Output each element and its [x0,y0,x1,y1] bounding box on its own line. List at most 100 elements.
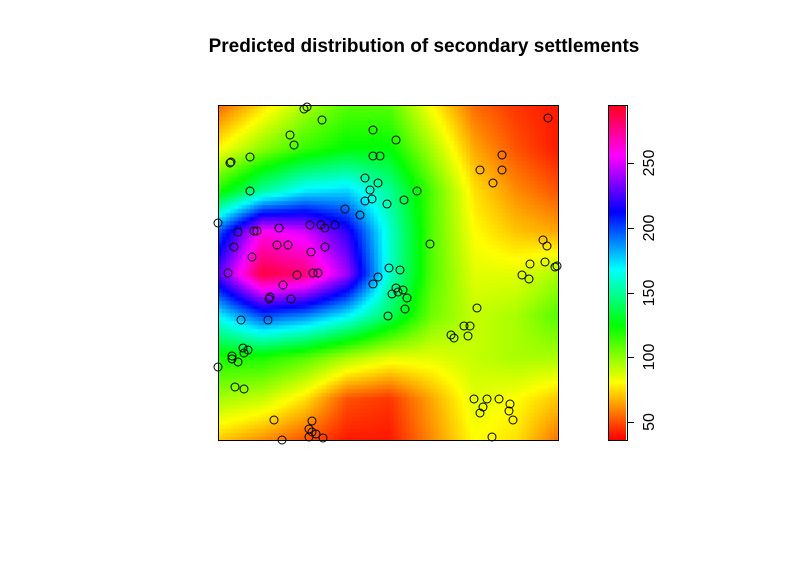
settlement-point [239,348,249,358]
settlement-point [239,384,249,394]
heatmap-plot-area [218,105,558,440]
colorbar-tick [627,421,634,423]
settlement-point [465,321,475,331]
settlement-point [360,173,370,183]
settlement-point [375,151,385,161]
settlement-point [245,186,255,196]
settlement-point [412,186,422,196]
settlement-point [368,125,378,135]
settlement-point [400,304,410,314]
settlement-point [395,265,405,275]
colorbar-tick-label: 250 [641,149,658,177]
settlement-point [472,303,482,313]
settlement-point [227,354,237,364]
settlement-point [482,394,492,404]
settlement-point [238,343,248,353]
settlement-point [308,268,318,278]
settlement-point [399,195,409,205]
colorbar-tick [627,292,634,294]
settlement-point [552,261,562,271]
settlement-point [302,102,312,112]
settlement-point [402,293,412,303]
settlement-point [449,333,459,343]
settlement-point [488,178,498,188]
settlement-point [213,218,223,228]
settlement-point [475,165,485,175]
settlement-point [230,382,240,392]
settlement-point [320,223,330,233]
settlement-point [373,178,383,188]
settlement-point [283,240,293,250]
settlement-point [236,315,246,325]
settlement-point [497,165,507,175]
settlement-point [497,150,507,160]
settlement-point [540,257,550,267]
settlement-point [245,152,255,162]
settlement-point [538,235,548,245]
settlement-point [318,433,328,443]
settlement-point [517,270,527,280]
settlement-point [286,294,296,304]
settlement-point [383,311,393,321]
settlement-point [550,262,560,272]
settlement-point [229,242,239,252]
settlement-point [367,194,377,204]
settlement-point [269,415,279,425]
settlement-point [292,270,302,280]
settlement-point [384,263,394,273]
settlement-point [223,268,233,278]
colorbar-tick [627,163,634,165]
settlement-point [247,252,257,262]
settlement-point [391,283,401,293]
settlement-point [307,416,317,426]
settlement-point [368,279,378,289]
settlement-point [289,140,299,150]
settlement-point [213,362,223,372]
settlement-point [340,204,350,214]
settlement-point [277,435,287,445]
settlement-point [320,242,330,252]
settlement-point [391,135,401,145]
settlement-point [306,247,316,257]
settlement-point [227,351,237,361]
colorbar-tick [627,357,634,359]
settlement-point [543,113,553,123]
heatmap-surface [218,105,558,440]
settlement-point [446,330,456,340]
settlement-point [317,115,327,125]
settlement-point [360,196,370,206]
colorbar-tick [627,227,634,229]
settlement-point [226,157,236,167]
settlement-point [272,240,282,250]
settlement-point [264,294,274,304]
settlement-point [382,199,392,209]
settlement-point [285,130,295,140]
settlement-point [233,227,243,237]
settlement-point [274,223,284,233]
colorbar-tick-label: 100 [641,343,658,371]
settlement-point [304,432,314,442]
settlement-point [305,220,315,230]
settlement-point [278,280,288,290]
settlement-point [504,406,514,416]
settlement-point [330,220,340,230]
settlement-point [249,226,259,236]
settlement-point [265,292,275,302]
settlement-point [459,321,469,331]
settlement-point [263,315,273,325]
settlement-point [425,239,435,249]
settlement-point [505,399,515,409]
colorbar-tick-label: 200 [641,214,658,242]
settlement-point [494,394,504,404]
settlement-point [478,402,488,412]
colorbar-tick-label: 50 [641,412,658,431]
settlement-point [313,268,323,278]
colorbar [609,105,626,440]
settlement-point [252,226,262,236]
chart-title: Predicted distribution of secondary sett… [208,36,640,57]
settlement-point [463,331,473,341]
settlement-point [398,285,408,295]
settlement-point [225,158,235,168]
colorbar-tick-label: 150 [641,279,658,306]
